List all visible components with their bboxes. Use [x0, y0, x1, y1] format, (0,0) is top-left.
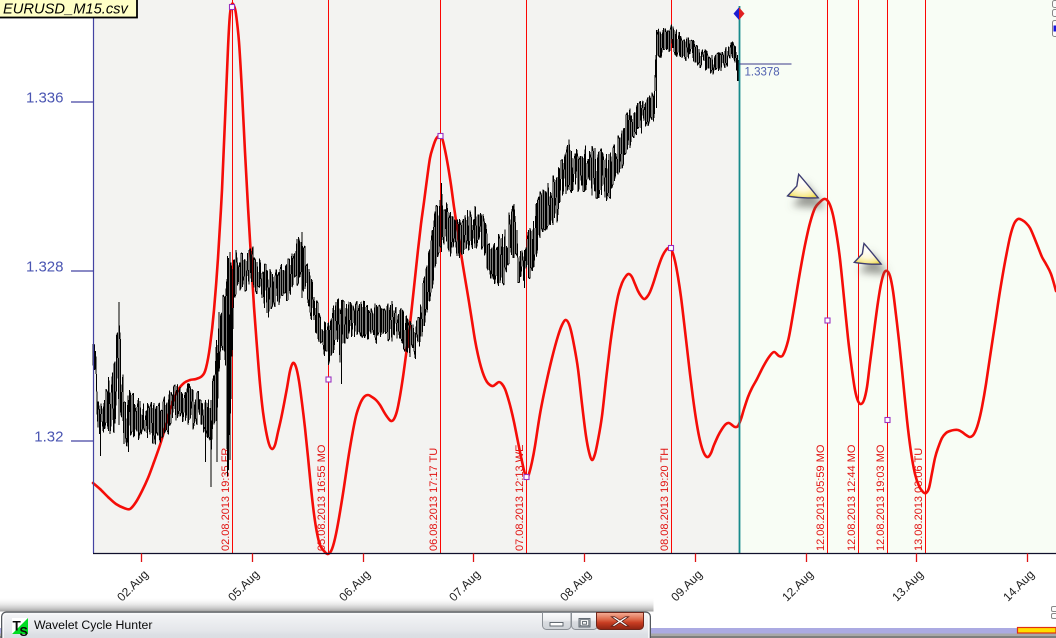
- svg-text:EURUSD_M15.csv: EURUSD_M15.csv: [3, 2, 130, 18]
- svg-text:1.328: 1.328: [26, 259, 64, 276]
- svg-text:Wavelet Cycle Hunter: Wavelet Cycle Hunter: [34, 618, 152, 632]
- svg-text:T: T: [13, 619, 22, 634]
- svg-text:09.Aug: 09.Aug: [668, 567, 705, 604]
- svg-text:13.Aug: 13.Aug: [889, 567, 926, 604]
- svg-text:14.Aug: 14.Aug: [1000, 567, 1037, 604]
- svg-text:1.32: 1.32: [34, 429, 63, 446]
- svg-text:05.08.2013 16:55 MO: 05.08.2013 16:55 MO: [316, 444, 328, 551]
- svg-text:12.08.2013 19:03 MO: 12.08.2013 19:03 MO: [875, 444, 887, 551]
- svg-text:1.336: 1.336: [26, 90, 64, 107]
- svg-text:S: S: [20, 625, 28, 638]
- svg-text:07.08.2013 12:13 WE: 07.08.2013 12:13 WE: [514, 445, 526, 551]
- svg-text:06.08.2013 17:17 TU: 06.08.2013 17:17 TU: [428, 448, 440, 551]
- svg-text:12.Aug: 12.Aug: [779, 567, 816, 604]
- svg-text:1.3378: 1.3378: [745, 67, 780, 79]
- svg-text:02.08.2013 19:35 FR: 02.08.2013 19:35 FR: [220, 448, 232, 551]
- svg-text:12.08.2013 05:59 MO: 12.08.2013 05:59 MO: [815, 444, 827, 551]
- svg-text:08.08.2013 19:20 TH: 08.08.2013 19:20 TH: [659, 448, 671, 551]
- svg-text:12.08.2013 12:44 MO: 12.08.2013 12:44 MO: [846, 444, 858, 551]
- svg-text:13.08.2013 03:06 TU: 13.08.2013 03:06 TU: [913, 448, 925, 551]
